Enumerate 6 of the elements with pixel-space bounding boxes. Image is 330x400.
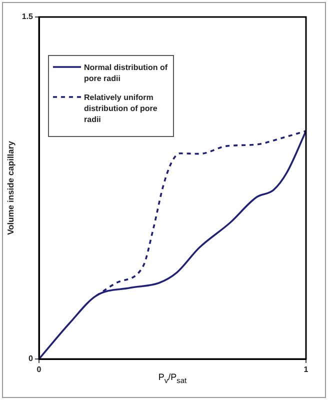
y-axis-title: Volume inside capillary <box>5 140 16 235</box>
legend-label: Relatively uniform distribution of pore radii <box>84 92 158 125</box>
x-axis-title: P$_{v}$/P$_{sat}$ <box>158 372 187 385</box>
x-tick-label: 1 <box>304 365 309 374</box>
y-tick-label: 1.5 <box>22 12 34 22</box>
legend-label: Normal distribution of pore radii <box>84 62 169 84</box>
